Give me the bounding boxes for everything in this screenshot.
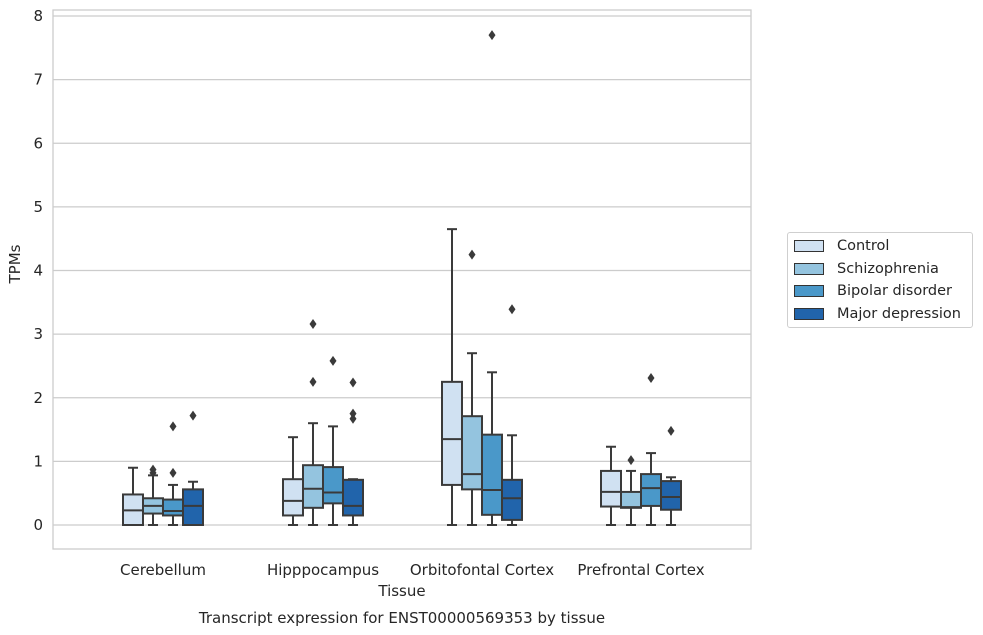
outlier-point [309, 376, 317, 387]
legend-label-schizophrenia: Schizophrenia [837, 260, 939, 277]
x-tick-label: Cerebellum [120, 561, 206, 579]
box-iqr [441, 380, 463, 486]
y-tick-label: 1 [33, 452, 43, 470]
outlier-point [508, 304, 516, 315]
box-major-depression [342, 377, 364, 526]
legend-label-bipolar-disorder: Bipolar disorder [837, 283, 952, 299]
box-schizophrenia [461, 249, 483, 526]
y-tick-label: 5 [33, 198, 43, 216]
y-tick-label: 6 [33, 134, 43, 152]
box-iqr [660, 480, 682, 511]
box-iqr [600, 469, 622, 508]
y-tick-label: 2 [33, 389, 43, 407]
box-major-depression [501, 304, 523, 526]
outlier-point [349, 408, 357, 419]
box-major-depression [182, 410, 204, 526]
box-iqr [481, 433, 503, 516]
box-bipolar-disorder [640, 373, 662, 526]
x-axis-label: Tissue [377, 582, 425, 600]
box-iqr [461, 415, 483, 491]
box-iqr [322, 466, 344, 505]
outlier-point [468, 249, 476, 260]
outlier-point [309, 318, 317, 329]
legend-swatch-bipolar-disorder [794, 285, 824, 297]
outlier-point [667, 425, 675, 436]
y-tick-label: 8 [33, 7, 43, 25]
outlier-point [349, 413, 357, 424]
box-bipolar-disorder [322, 355, 344, 526]
box-iqr [162, 498, 184, 517]
outlier-point [647, 373, 655, 384]
y-tick-label: 4 [33, 262, 43, 280]
legend: Control Schizophrenia Bipolar disorder M… [787, 232, 973, 328]
box-schizophrenia [142, 464, 164, 526]
legend-label-major-depression: Major depression [837, 305, 961, 322]
box-control [600, 445, 622, 526]
box-schizophrenia [620, 455, 642, 526]
outlier-point [627, 455, 635, 466]
legend-item-major-depression: Major depression [794, 304, 961, 324]
box-schizophrenia [302, 318, 324, 526]
x-tick-label: Orbitofontal Cortex [410, 561, 554, 579]
outlier-point [189, 410, 197, 421]
plot-frame [52, 9, 752, 550]
x-tick-label: Hipppocampus [267, 561, 379, 579]
outlier-point [488, 30, 496, 41]
box-control [122, 466, 144, 526]
box-bipolar-disorder [481, 30, 503, 526]
y-axis-label: TPMs [6, 244, 24, 284]
gridlines [53, 15, 751, 526]
box-bipolar-disorder [162, 421, 184, 526]
box-major-depression [660, 425, 682, 526]
outlier-point [169, 421, 177, 432]
y-tick-label: 7 [33, 71, 43, 89]
chart-title: Transcript expression for ENST0000056935… [198, 609, 605, 627]
box-control [441, 228, 463, 526]
x-tick-labels: Cerebellum Hipppocampus Orbitofontal Corte… [120, 561, 705, 579]
box-iqr [620, 490, 642, 509]
legend-swatch-schizophrenia [794, 262, 824, 275]
outlier-point [169, 467, 177, 478]
legend-swatch-control [794, 240, 824, 252]
box-control [282, 436, 304, 526]
box-iqr [342, 478, 364, 517]
boxes [122, 30, 682, 526]
y-tick-labels: 0 1 2 3 4 5 6 7 8 [33, 7, 43, 534]
legend-item-schizophrenia: Schizophrenia [794, 259, 939, 279]
box-iqr [182, 488, 204, 526]
box-iqr [640, 473, 662, 507]
outlier-point [349, 377, 357, 388]
outlier-point [149, 464, 157, 475]
legend-label-control: Control [837, 238, 890, 254]
y-tick-label: 3 [33, 325, 43, 343]
outlier-point [329, 355, 337, 366]
box-iqr [302, 464, 324, 509]
y-tick-label: 0 [33, 516, 43, 534]
legend-item-control: Control [794, 236, 889, 256]
legend-swatch-major-depression [794, 307, 824, 320]
x-tick-label: Prefrontal Cortex [577, 561, 704, 579]
box-iqr [501, 478, 523, 521]
legend-item-bipolar-disorder: Bipolar disorder [794, 281, 952, 301]
box-iqr [282, 478, 304, 517]
